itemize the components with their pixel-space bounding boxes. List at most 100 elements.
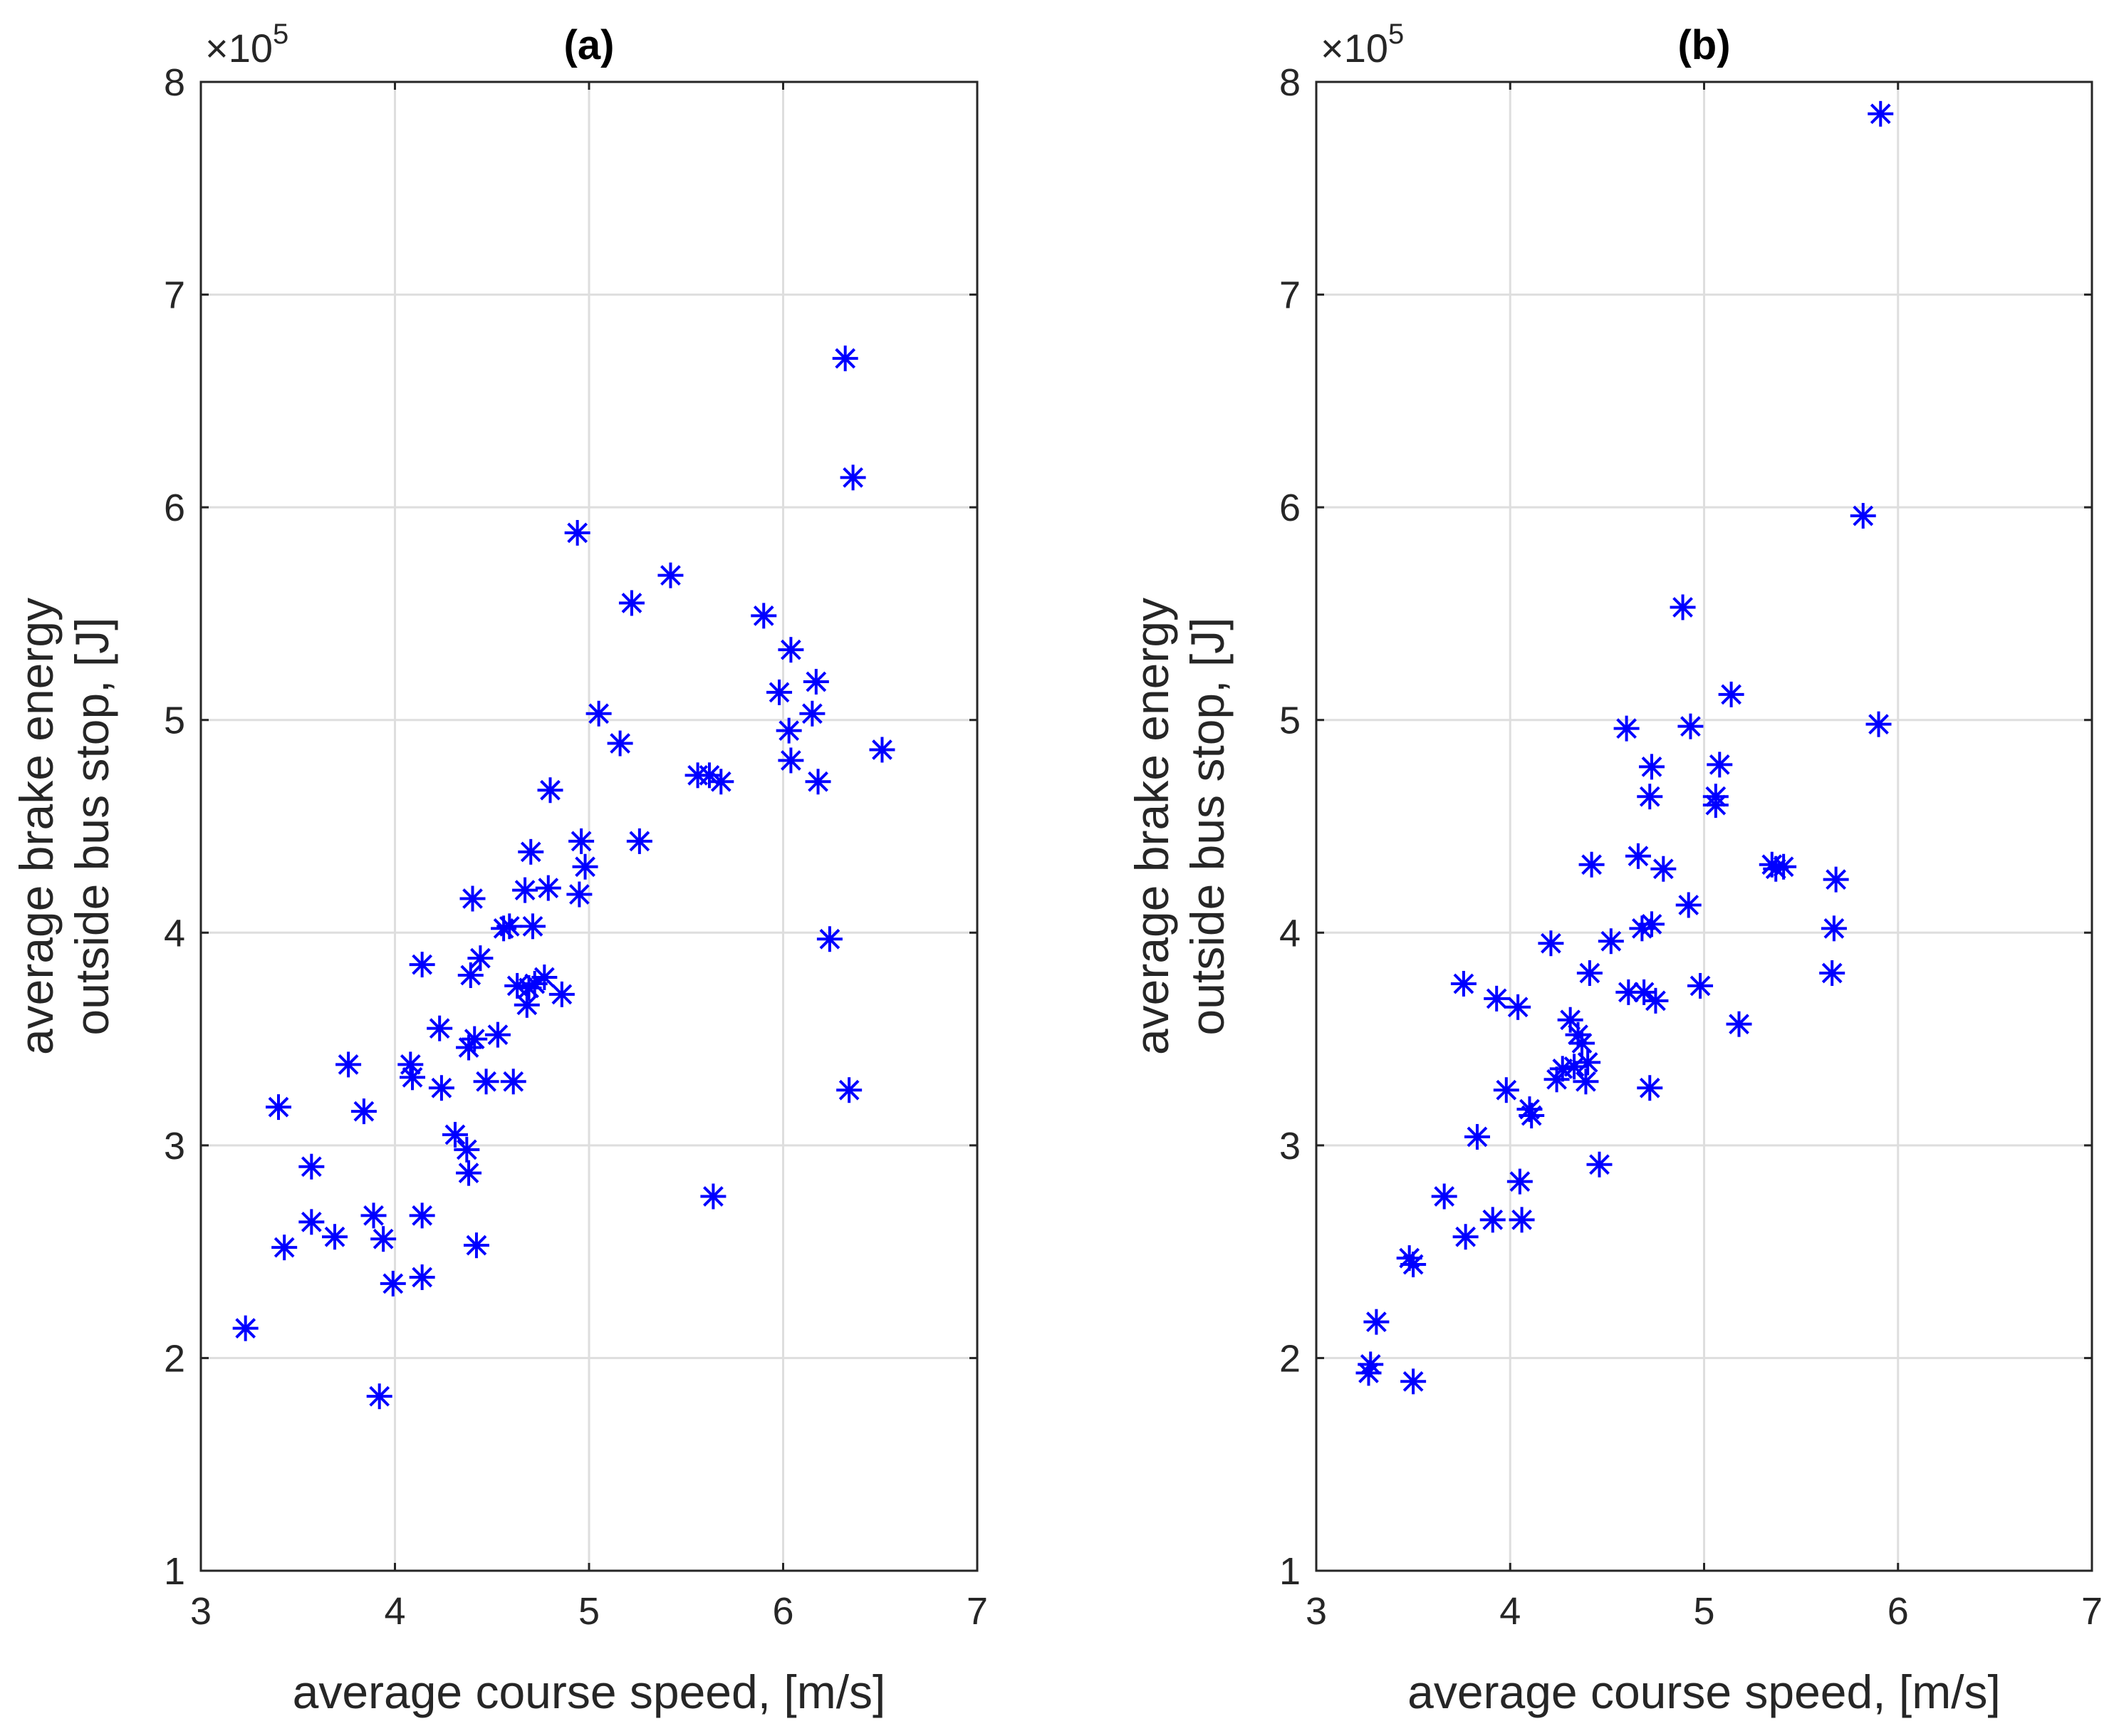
data-point xyxy=(442,1121,468,1148)
data-point xyxy=(518,838,544,865)
data-point xyxy=(360,1202,387,1229)
data-point xyxy=(409,952,435,978)
data-point xyxy=(1484,985,1510,1012)
data-point xyxy=(459,885,486,912)
data-point xyxy=(266,1094,291,1121)
data-point xyxy=(1576,960,1603,987)
data-point xyxy=(1670,594,1696,620)
data-point xyxy=(626,828,652,854)
data-point xyxy=(366,1383,392,1410)
data-point xyxy=(1561,1054,1588,1080)
data-point xyxy=(1509,1207,1535,1233)
x-tick-label: 7 xyxy=(2081,1590,2103,1633)
data-point xyxy=(1868,100,1894,127)
data-point xyxy=(463,1232,489,1259)
y-tick-label: 2 xyxy=(164,1337,185,1380)
data-point xyxy=(467,945,494,972)
data-point xyxy=(708,769,734,795)
data-point xyxy=(537,777,563,804)
data-point xyxy=(1865,711,1892,737)
data-point xyxy=(1625,843,1651,869)
y-tick-label: 6 xyxy=(1279,487,1301,529)
y-axis-label-line: average brake energy xyxy=(10,598,63,1055)
data-point xyxy=(427,1015,453,1041)
data-point xyxy=(799,700,826,727)
data-point xyxy=(322,1224,348,1250)
data-point xyxy=(1677,713,1704,739)
data-point xyxy=(1505,994,1531,1020)
data-point xyxy=(1823,866,1849,893)
data-point xyxy=(456,1160,482,1186)
data-point xyxy=(473,1069,499,1095)
y-tick-label: 2 xyxy=(1279,1337,1301,1380)
data-point xyxy=(1637,1075,1663,1101)
data-point xyxy=(832,345,858,372)
y-tick-label: 5 xyxy=(164,700,185,742)
data-point xyxy=(1573,1069,1599,1095)
data-point xyxy=(1479,1207,1506,1233)
data-point xyxy=(298,1153,325,1180)
x-tick-label: 4 xyxy=(1499,1590,1521,1633)
y-multiplier-label: ×105 xyxy=(1321,19,1404,71)
data-point xyxy=(1687,972,1714,999)
y-tick-label: 5 xyxy=(1279,700,1301,742)
data-point xyxy=(1578,851,1605,878)
data-point xyxy=(1613,715,1640,742)
data-point xyxy=(531,964,558,990)
data-point xyxy=(535,875,561,901)
y-axis-label-line: average brake energy xyxy=(1125,598,1178,1055)
data-point xyxy=(454,1136,480,1163)
data-point xyxy=(607,730,633,757)
data-point xyxy=(618,590,645,616)
data-point xyxy=(500,1069,526,1095)
data-point xyxy=(484,1022,511,1048)
data-point xyxy=(350,1098,377,1125)
data-point xyxy=(1819,960,1845,987)
y-tick-label: 7 xyxy=(164,274,185,317)
y-tick-label: 6 xyxy=(164,487,185,529)
y-tick-label: 4 xyxy=(1279,912,1301,955)
x-tick-label: 4 xyxy=(384,1590,405,1633)
data-point xyxy=(1568,1030,1595,1056)
y-tick-label: 3 xyxy=(164,1125,185,1168)
data-point xyxy=(1538,930,1564,957)
data-point xyxy=(1452,1224,1479,1250)
data-point xyxy=(803,668,829,695)
data-point xyxy=(1707,752,1733,778)
y-tick-label: 8 xyxy=(164,61,185,104)
data-point xyxy=(1638,911,1665,937)
data-point xyxy=(1650,856,1677,882)
data-point xyxy=(1363,1309,1390,1335)
data-point xyxy=(585,700,612,727)
data-point xyxy=(572,853,598,880)
data-point xyxy=(1638,754,1665,780)
data-point xyxy=(566,881,593,908)
data-point xyxy=(512,877,538,903)
data-point xyxy=(778,747,804,774)
data-point xyxy=(1850,503,1876,529)
data-point xyxy=(1642,987,1669,1014)
data-point xyxy=(805,769,831,795)
data-point xyxy=(1400,1252,1427,1278)
data-point xyxy=(1771,853,1797,880)
data-point xyxy=(370,1226,397,1252)
y-multiplier-base: ×10 xyxy=(205,26,273,71)
data-point xyxy=(496,913,523,940)
data-point xyxy=(409,1202,435,1229)
data-point xyxy=(564,519,590,546)
data-point xyxy=(1726,1011,1752,1037)
y-tick-label: 7 xyxy=(1279,274,1301,317)
y-multiplier-exponent: 5 xyxy=(273,19,288,50)
data-point xyxy=(1358,1351,1384,1378)
panel-title: (a) xyxy=(564,22,615,68)
y-tick-label: 1 xyxy=(1279,1550,1301,1593)
data-point xyxy=(1763,856,1789,882)
data-point xyxy=(1821,915,1847,942)
data-point xyxy=(1675,892,1702,918)
y-axis-label-line: outside bus stop, [J] xyxy=(1181,617,1234,1035)
data-point xyxy=(298,1209,325,1235)
x-axis-label: average course speed, [m/s] xyxy=(1407,1665,2001,1718)
